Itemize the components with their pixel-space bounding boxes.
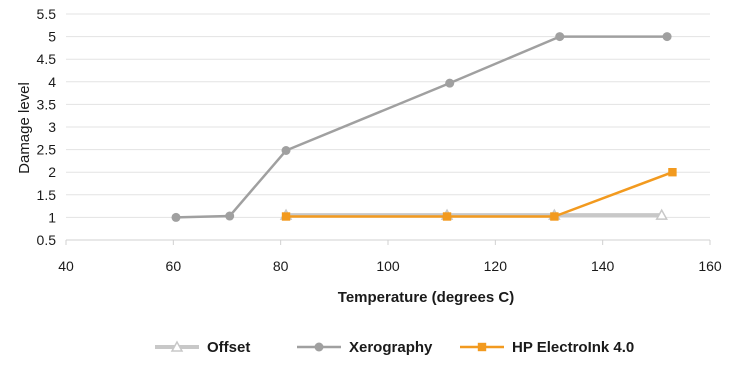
series-hp-electroink-4-0 bbox=[281, 168, 677, 221]
x-tick-label: 140 bbox=[591, 258, 615, 274]
data-point-xerography bbox=[662, 32, 672, 42]
x-axis-title: Temperature (degrees C) bbox=[338, 289, 514, 306]
data-point-hp-electroink-4-0 bbox=[550, 212, 559, 221]
data-point-xerography bbox=[555, 32, 565, 42]
data-point-offset bbox=[655, 208, 668, 220]
x-axis: 40 60 80 100 120 140 160 bbox=[58, 239, 722, 274]
data-point-hp-electroink-4-0 bbox=[442, 212, 452, 221]
legend-marker-xerography bbox=[314, 342, 324, 352]
data-point-xerography bbox=[445, 78, 455, 88]
legend-label-offset: Offset bbox=[207, 339, 250, 356]
y-tick-label: 2.5 bbox=[37, 142, 57, 158]
legend-item-hp-electroink-4-0: HP ElectroInk 4.0 bbox=[460, 339, 634, 356]
y-axis-title: Damage level bbox=[16, 82, 33, 174]
y-axis: 0.5 1 1.5 2 2.5 3 3.5 4 4.5 5 5.5 bbox=[37, 6, 57, 248]
legend-label-hp-electroink-4-0: HP ElectroInk 4.0 bbox=[512, 339, 634, 356]
data-point-hp-electroink-4-0 bbox=[668, 168, 677, 177]
x-tick-label: 80 bbox=[273, 258, 289, 274]
x-tick-label: 100 bbox=[376, 258, 400, 274]
x-tick-label: 60 bbox=[166, 258, 182, 274]
y-tick-label: 5.5 bbox=[37, 6, 57, 22]
legend-marker-offset bbox=[170, 340, 184, 352]
y-tick-label: 3.5 bbox=[37, 96, 57, 112]
data-point-xerography bbox=[225, 211, 235, 221]
series-layer bbox=[171, 32, 677, 222]
legend-item-offset: Offset bbox=[155, 339, 250, 356]
x-tick-label: 40 bbox=[58, 258, 74, 274]
x-tick-label: 160 bbox=[698, 258, 722, 274]
x-tick-label: 120 bbox=[484, 258, 508, 274]
gridlines bbox=[66, 13, 710, 241]
y-tick-label: 2 bbox=[48, 164, 56, 180]
series-line-hp-electroink-4-0 bbox=[286, 171, 673, 218]
y-tick-label: 4 bbox=[48, 74, 56, 90]
data-point-xerography bbox=[281, 146, 291, 156]
legend: Offset Xerography HP ElectroInk 4.0 bbox=[155, 339, 634, 356]
y-tick-label: 1 bbox=[48, 209, 56, 225]
legend-marker-hp-electroink-4-0 bbox=[477, 342, 487, 352]
y-tick-label: 3 bbox=[48, 119, 56, 135]
y-tick-label: 1.5 bbox=[37, 187, 57, 203]
data-point-xerography bbox=[171, 212, 181, 222]
legend-label-xerography: Xerography bbox=[349, 339, 433, 356]
y-tick-label: 0.5 bbox=[37, 232, 57, 248]
series-line-xerography bbox=[175, 35, 668, 219]
y-tick-label: 5 bbox=[48, 29, 56, 45]
data-point-hp-electroink-4-0 bbox=[281, 212, 291, 221]
legend-item-xerography: Xerography bbox=[297, 339, 433, 356]
series-xerography bbox=[171, 32, 672, 222]
y-tick-label: 4.5 bbox=[37, 51, 57, 67]
